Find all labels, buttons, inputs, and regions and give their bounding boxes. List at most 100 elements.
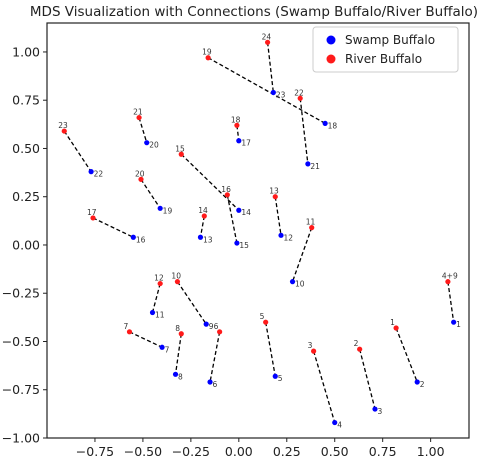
connection-line — [359, 349, 376, 410]
river-buffalo-point — [178, 331, 184, 337]
river-point-label: 10 — [171, 272, 181, 281]
connection-line — [199, 215, 205, 238]
connection-line — [291, 227, 313, 282]
connection-line — [226, 194, 238, 244]
swamp-point-label: 22 — [94, 170, 104, 179]
river-point-label: 8 — [175, 324, 180, 333]
swamp-point-label: 6 — [213, 380, 218, 389]
river-buffalo-point — [136, 114, 142, 121]
swamp-buffalo-point — [236, 207, 242, 213]
river-buffalo-point — [205, 55, 211, 61]
y-tick-label: 0.75 — [12, 93, 40, 108]
swamp-buffalo-point — [207, 379, 213, 385]
y-tick-label: −0.50 — [2, 334, 40, 349]
swamp-buffalo-point — [197, 234, 204, 240]
swamp-buffalo-point — [451, 319, 457, 325]
river-point-label: 23 — [58, 121, 68, 130]
x-tick-label: 0.75 — [369, 444, 397, 459]
river-point-label: 4+9 — [442, 272, 458, 281]
swamp-buffalo-point — [270, 89, 276, 96]
river-buffalo-point — [311, 348, 317, 354]
connection-line — [265, 322, 276, 377]
swamp-point-label: 5 — [278, 374, 283, 383]
river-buffalo-point — [138, 176, 144, 182]
river-buffalo-point — [224, 192, 230, 198]
swamp-point-label: 14 — [241, 208, 251, 217]
river-point-label: 1 — [390, 318, 395, 327]
swamp-point-label: 1 — [456, 320, 461, 329]
river-point-label: 6 — [214, 322, 219, 331]
connection-line — [92, 217, 134, 238]
river-buffalo-point — [264, 39, 271, 45]
x-tick-label: 0.25 — [273, 444, 301, 459]
legend-river-label: River Buffalo — [345, 52, 422, 66]
river-buffalo-point — [309, 225, 315, 231]
connection-line — [313, 350, 336, 423]
river-point-label: 11 — [306, 218, 316, 227]
connection-line — [174, 333, 182, 375]
swamp-buffalo-point — [305, 161, 311, 167]
x-axis-ticks: −0.75 −0.50 −0.25 0.00 0.25 0.50 0.75 1.00 — [76, 438, 445, 459]
connection-line — [138, 117, 148, 143]
swamp-buffalo-point — [159, 344, 165, 350]
swamp-buffalo-point — [236, 138, 242, 144]
connection-line — [129, 331, 163, 348]
river-buffalo-point — [126, 329, 133, 335]
legend: Swamp Buffalo River Buffalo — [312, 26, 459, 73]
swamp-point-label: 16 — [136, 235, 146, 244]
river-point-label: 3 — [308, 341, 313, 350]
river-buffalo-point — [445, 279, 451, 285]
river-point-label: 17 — [87, 208, 97, 217]
swamp-buffalo-point — [144, 140, 150, 146]
swamp-point-label: 4 — [337, 421, 342, 430]
connection-line — [207, 57, 326, 124]
swamp-point-label: 18 — [328, 121, 338, 130]
chart-title: MDS Visualization with Connections (Swam… — [30, 4, 478, 20]
x-tick-label: −0.75 — [76, 444, 114, 459]
y-axis-ticks: −1.00 −0.75 −0.50 −0.25 0.00 0.25 0.50 0.75 1.00 — [2, 44, 47, 446]
y-tick-label: 1.00 — [12, 44, 40, 59]
connection-line — [209, 331, 221, 383]
y-tick-label: 0.00 — [12, 237, 40, 252]
swamp-point-label: 8 — [178, 372, 183, 381]
swamp-buffalo-point — [157, 205, 163, 211]
swamp-point-label: 23 — [276, 90, 286, 99]
x-tick-label: −0.50 — [124, 444, 162, 459]
swamp-point-label: 20 — [149, 141, 159, 150]
river-buffalo-point — [297, 95, 303, 101]
river-buffalo-point — [201, 213, 207, 219]
swamp-buffalo-point — [372, 406, 378, 412]
swamp-point-label: 13 — [203, 235, 213, 244]
river-buffalo-point — [357, 346, 363, 352]
river-buffalo-point — [234, 122, 240, 128]
connection-line — [63, 130, 92, 172]
river-point-label: 18 — [231, 115, 241, 124]
river-point-label: 12 — [154, 274, 164, 283]
connection-line — [266, 42, 274, 93]
swamp-point-label: 11 — [155, 311, 165, 320]
connection-line — [176, 281, 207, 325]
river-buffalo-point — [272, 194, 278, 200]
legend-river-marker — [326, 54, 336, 64]
swamp-buffalo-point — [149, 309, 156, 316]
river-point-label: 24 — [262, 32, 272, 41]
x-tick-label: 0.00 — [225, 444, 253, 459]
river-point-label: 7 — [123, 322, 128, 331]
swamp-point-label: 12 — [284, 233, 294, 242]
river-buffalo-point — [174, 279, 181, 285]
legend-box — [312, 26, 459, 73]
x-tick-label: 0.50 — [321, 444, 349, 459]
river-buffalo-point — [217, 329, 223, 335]
connection-line — [180, 153, 240, 211]
swamp-point-label: 21 — [310, 162, 320, 171]
river-point-label: 20 — [135, 169, 145, 178]
swamp-buffalo-point — [322, 120, 328, 126]
swamp-buffalo-point — [332, 419, 338, 426]
plot-frame — [46, 22, 470, 439]
river-buffalo-point — [61, 128, 67, 134]
connection-lines — [63, 42, 455, 423]
swamp-buffalo-point — [234, 240, 240, 246]
river-buffalo-point — [90, 215, 96, 221]
swamp-point-label: 19 — [163, 206, 173, 215]
